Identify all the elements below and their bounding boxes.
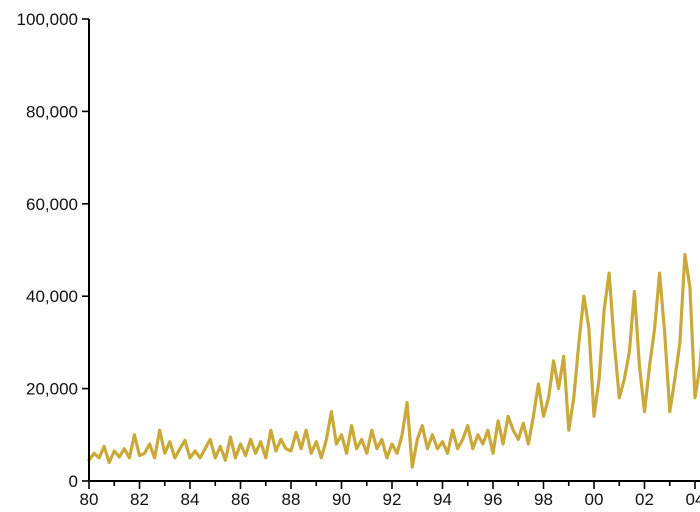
y-tick-label: 0 <box>69 472 78 491</box>
chart-axes <box>88 19 700 482</box>
series-line <box>87 253 700 469</box>
x-tick-label: 82 <box>130 490 149 509</box>
x-tick-label: 98 <box>534 490 553 509</box>
y-tick-label: 60,000 <box>26 195 78 214</box>
x-tick-label: 94 <box>433 490 452 509</box>
x-tick-label: 90 <box>332 490 351 509</box>
x-tick-label: 86 <box>231 490 250 509</box>
x-tick-label: 00 <box>585 490 604 509</box>
y-tick-label: 40,000 <box>26 287 78 306</box>
x-axis-ticks: 8082848688909294969800020406 <box>80 481 700 509</box>
x-tick-label: 92 <box>383 490 402 509</box>
x-tick-label: 80 <box>80 490 99 509</box>
x-tick-label: 04 <box>686 490 700 509</box>
y-tick-label: 20,000 <box>26 380 78 399</box>
y-tick-label: 80,000 <box>26 102 78 121</box>
x-tick-label: 84 <box>181 490 200 509</box>
y-axis-ticks: 0 20,000 40,000 60,000 80,000 100,000 <box>17 10 89 491</box>
x-tick-label: 88 <box>282 490 301 509</box>
x-tick-label: 96 <box>484 490 503 509</box>
x-tick-label: 02 <box>635 490 654 509</box>
y-tick-label: 100,000 <box>17 10 78 29</box>
